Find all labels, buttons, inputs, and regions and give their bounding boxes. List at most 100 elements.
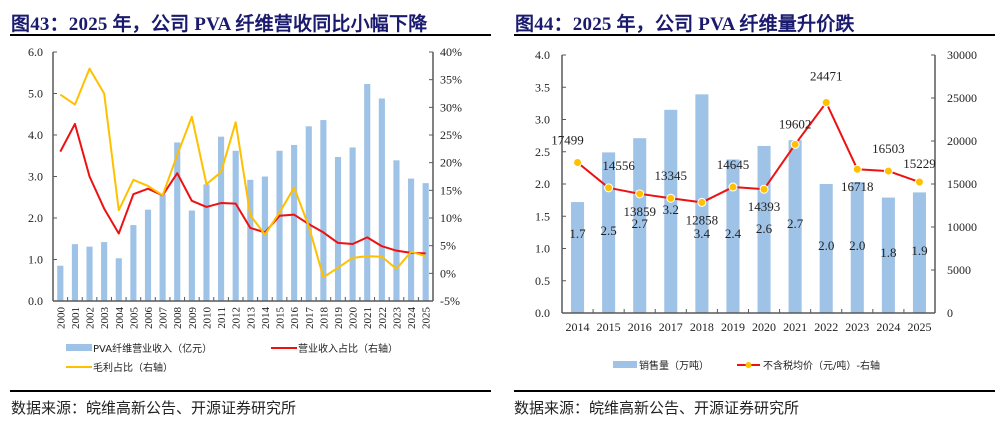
bar-revenue-2012 — [232, 150, 239, 301]
bar-sales-volume-2014 — [571, 202, 585, 313]
price-marker — [883, 166, 893, 176]
right-tick-label: 15% — [440, 183, 462, 197]
right-tick-label: -5% — [440, 294, 460, 308]
figure-43-title: 图43：2025 年，公司 PVA 纤维营收同比小幅下降 — [11, 14, 428, 35]
legend-label-revenue-share: 营业收入占比（右轴） — [298, 342, 398, 355]
x-tick-label: 2024 — [876, 320, 900, 334]
price-marker — [852, 164, 862, 174]
right-tick-label: 35% — [440, 73, 462, 87]
x-tick-label: 2005 — [128, 307, 140, 330]
price-marker — [604, 183, 614, 193]
bar-sales-volume-2021 — [788, 140, 802, 313]
figure-43-chart: 0.0 1.0 2.0 3.0 4.0 5.0 6.0 -5% 0% 5% 10% 15% 20% 25%… — [28, 45, 462, 374]
price-data-label: 14556 — [602, 158, 635, 173]
right-tick-label: 25000 — [947, 91, 977, 105]
legend-marker-avg-price — [745, 362, 752, 368]
right-tick-label: 20% — [440, 156, 462, 170]
bar-revenue-2013 — [247, 179, 254, 301]
x-tick-label: 2021 — [362, 307, 374, 329]
bar-revenue-2021 — [364, 83, 371, 301]
source-note: 数据来源：皖维高新公告、开源证券研究所 — [11, 399, 297, 417]
x-tick-label: 2018 — [690, 320, 714, 334]
left-tick-label: 6.0 — [28, 45, 43, 59]
right-tick-label: 5% — [440, 239, 456, 253]
bar-sales-volume-2019 — [726, 159, 740, 313]
right-tick-label: 30% — [440, 100, 462, 114]
bar-revenue-2024 — [408, 178, 415, 301]
bar-sales-volume-2023 — [850, 182, 864, 313]
legend-swatch-sales-volume — [613, 361, 637, 368]
price-data-label: 16718 — [841, 179, 874, 194]
bar-sales-volume-2015 — [602, 152, 616, 313]
x-tick-label: 2006 — [143, 307, 155, 330]
price-data-label: 12858 — [686, 212, 719, 227]
price-data-label: 17499 — [551, 133, 584, 148]
figure-44-title: 图44：2025 年，公司 PVA 纤维量升价跌 — [515, 14, 855, 35]
x-tick-label: 2001 — [70, 307, 82, 329]
x-tick-label: 2011 — [216, 307, 228, 329]
x-tick-label: 2017 — [659, 320, 683, 334]
bar-revenue-2025 — [422, 183, 429, 301]
x-tick-label: 2020 — [752, 320, 776, 334]
x-tick-label: 2023 — [845, 320, 869, 334]
bar-revenue-2005 — [130, 225, 137, 301]
x-tick-label: 2017 — [304, 307, 316, 330]
x-tick-label: 2023 — [391, 307, 403, 330]
x-tick-label: 2010 — [201, 307, 213, 330]
legend-label-gross-profit-share: 毛利占比（右轴） — [93, 361, 173, 374]
bar-revenue-2008 — [174, 142, 181, 301]
right-tick-label: 40% — [440, 45, 462, 59]
bar-sales-volume-2016 — [633, 138, 647, 313]
x-tick-label: 2018 — [318, 307, 330, 330]
x-tick-label: 2020 — [348, 307, 360, 330]
bar-revenue-2016 — [291, 144, 298, 301]
x-tick-label: 2004 — [114, 307, 126, 330]
price-marker — [759, 184, 769, 194]
right-tick-label: 30000 — [947, 48, 977, 62]
x-tick-label: 2016 — [289, 307, 301, 330]
x-tick-label: 2021 — [783, 320, 807, 334]
bar-revenue-2015 — [276, 150, 283, 301]
right-tick-label: 5000 — [947, 263, 971, 277]
price-data-label: 24471 — [810, 69, 843, 84]
bar-sales-volume-2025 — [912, 192, 926, 313]
right-tick-label: 10000 — [947, 220, 977, 234]
line-gross-profit-share — [59, 67, 426, 279]
right-tick-label: 0 — [947, 306, 953, 320]
bar-revenue-2001 — [71, 244, 78, 301]
right-tick-label: 15000 — [947, 177, 977, 191]
bar-data-label: 3.4 — [694, 226, 711, 241]
x-tick-label: 2000 — [55, 307, 67, 330]
x-tick-label: 2014 — [260, 307, 272, 330]
legend-label-revenue: PVA纤维营业收入（亿元） — [93, 342, 212, 355]
bar-revenue-2017 — [305, 126, 312, 301]
x-tick-label: 2015 — [597, 320, 621, 334]
bar-revenue-2023 — [393, 160, 400, 301]
price-marker — [573, 158, 583, 168]
price-marker — [790, 139, 800, 149]
bar-sales-volume-2024 — [881, 197, 895, 313]
left-tick-label: 2.0 — [28, 211, 43, 225]
bar-revenue-2000 — [57, 265, 64, 301]
legend-label-avg-price: 不含税均价（元/吨）-右轴 — [763, 359, 880, 372]
bar-revenue-2020 — [349, 147, 356, 301]
left-tick-label: 4.0 — [28, 128, 43, 142]
figure-44-chart: 0.0 0.5 1.0 1.5 2.0 2.5 3.0 3.5 4.0 0 5000 10000 150… — [535, 48, 977, 372]
x-tick-label: 2014 — [566, 320, 590, 334]
bar-revenue-2006 — [144, 209, 152, 301]
bar-revenue-2011 — [218, 136, 225, 301]
left-tick-label: 3.0 — [28, 170, 43, 184]
left-tick-label: 5.0 — [28, 87, 43, 101]
line-revenue-share — [59, 122, 426, 255]
bar-sales-volume-2022 — [819, 184, 833, 313]
x-tick-label: 2024 — [406, 307, 418, 330]
source-rule — [514, 390, 995, 392]
x-tick-label: 2019 — [333, 307, 345, 330]
left-tick-label: 3.5 — [535, 80, 550, 94]
price-marker — [666, 193, 676, 203]
x-tick-label: 2008 — [172, 307, 184, 330]
bar-revenue-2022 — [378, 98, 385, 301]
x-tick-label: 2003 — [99, 307, 111, 330]
bar-revenue-2007 — [159, 194, 166, 301]
bar-sales-volume-2017 — [664, 109, 678, 313]
